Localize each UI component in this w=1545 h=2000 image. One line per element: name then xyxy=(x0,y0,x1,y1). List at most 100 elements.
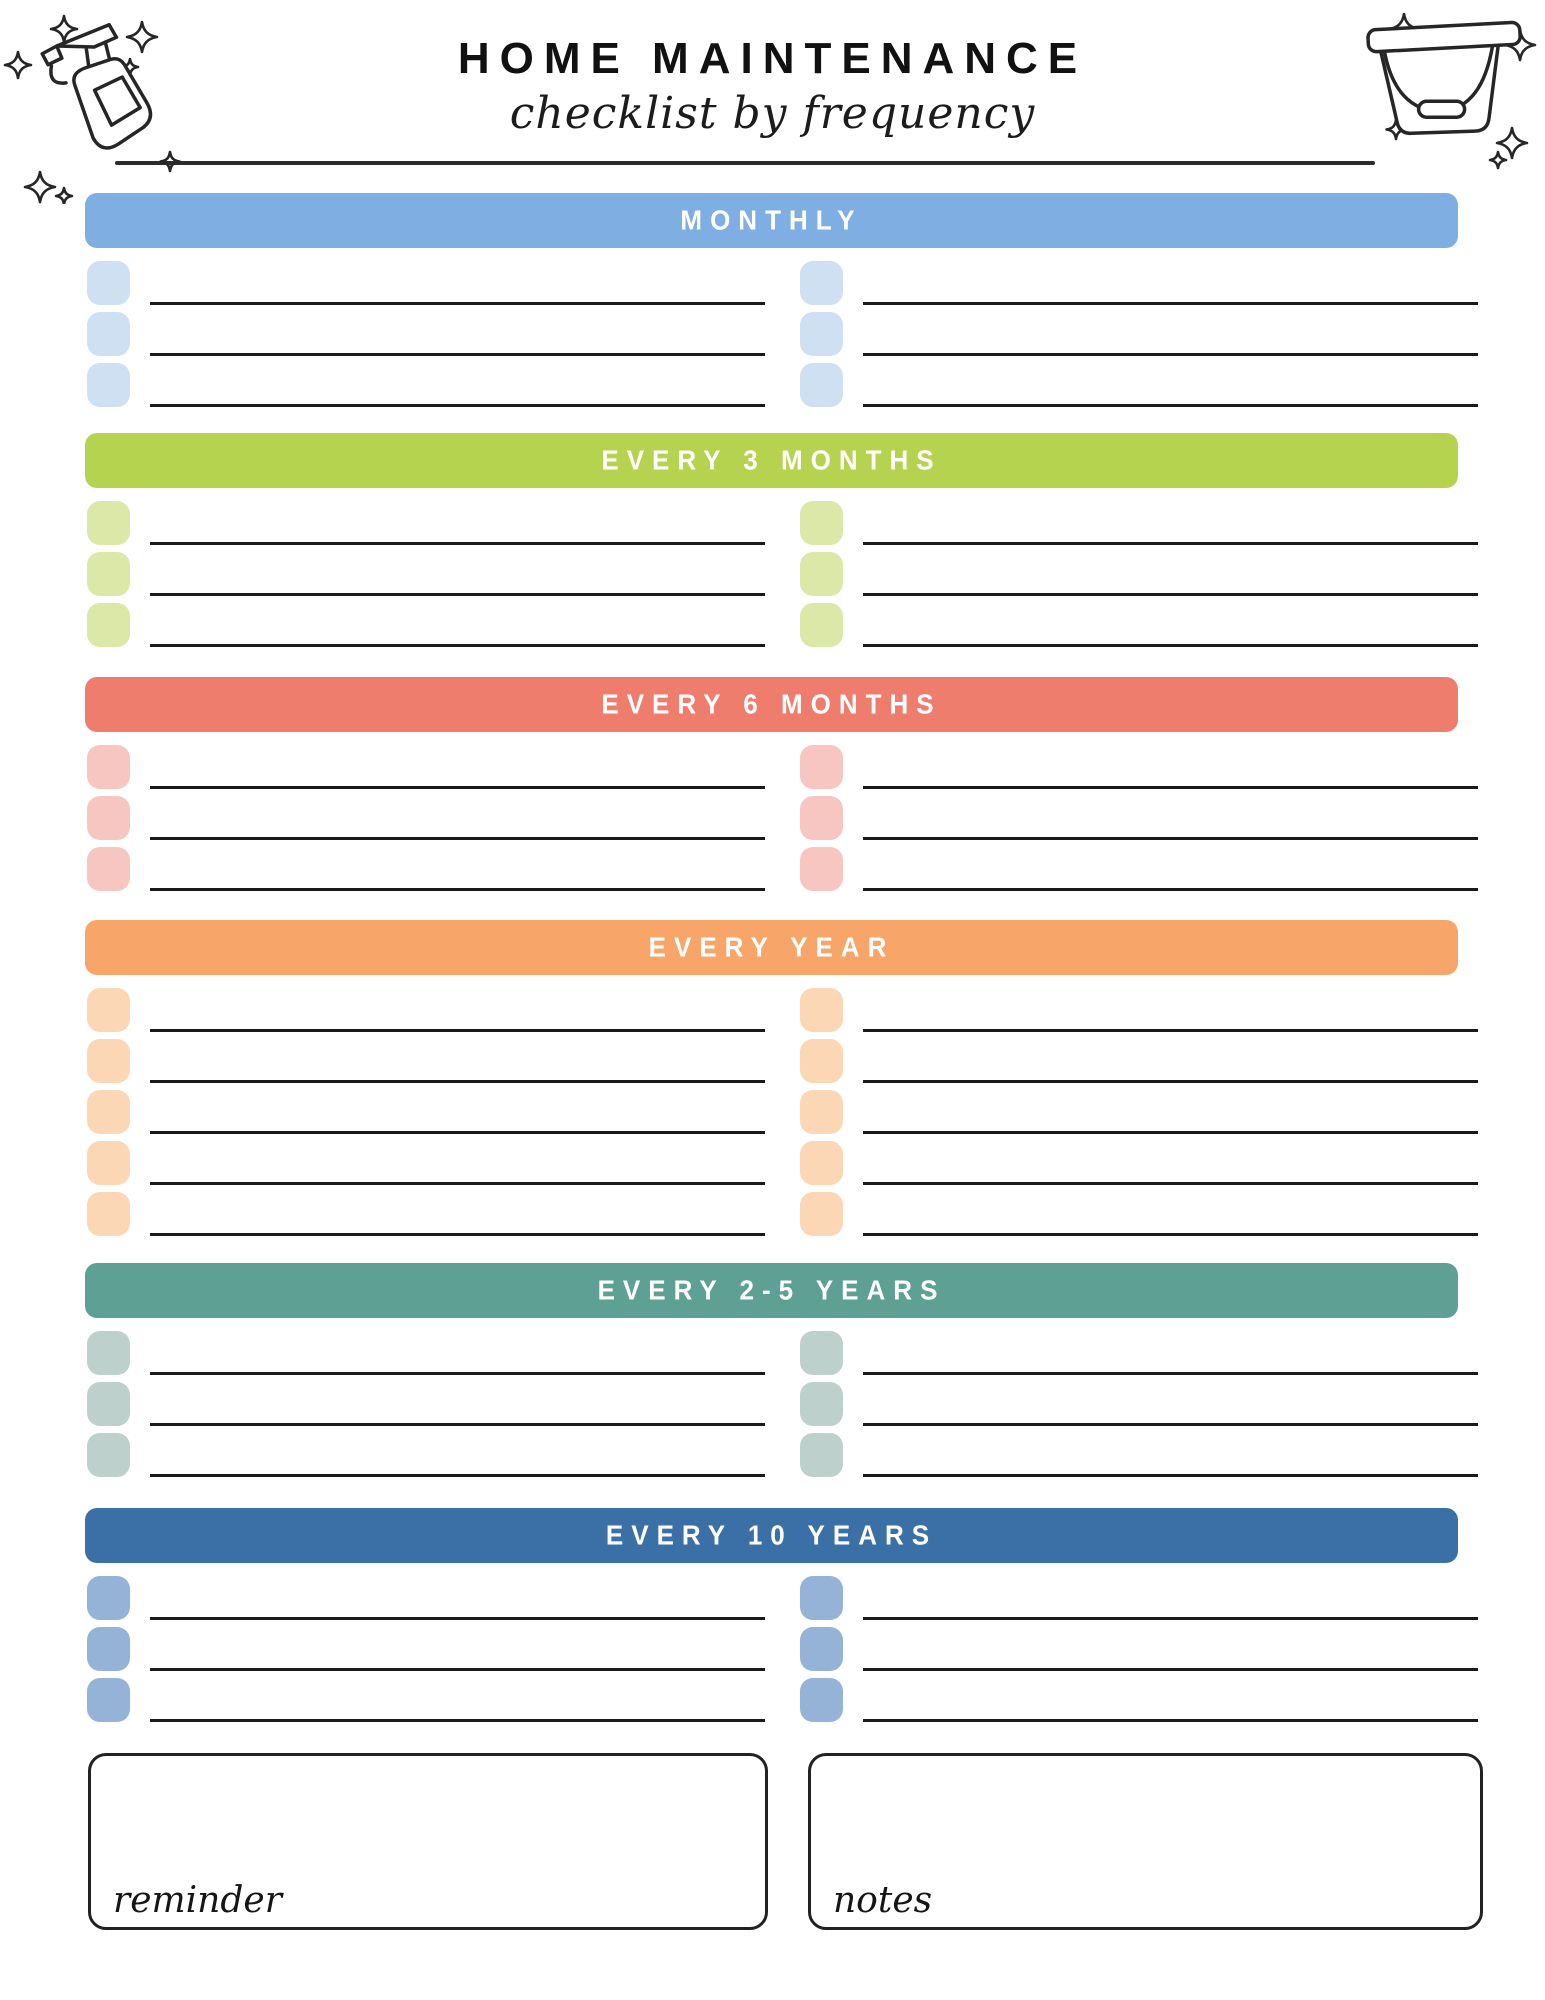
checkbox[interactable] xyxy=(800,603,843,647)
task-write-line[interactable] xyxy=(150,1138,765,1185)
task-write-line[interactable] xyxy=(863,1138,1478,1185)
checkbox[interactable] xyxy=(87,1382,130,1426)
checkbox[interactable] xyxy=(87,1192,130,1236)
checkbox[interactable] xyxy=(87,1039,130,1083)
task-write-line[interactable] xyxy=(863,1328,1478,1375)
checkbox[interactable] xyxy=(87,261,130,305)
checkbox[interactable] xyxy=(87,847,130,891)
task-write-line[interactable] xyxy=(863,1430,1478,1477)
checkbox[interactable] xyxy=(800,552,843,596)
notes-box[interactable]: notes xyxy=(808,1753,1483,1930)
checkbox[interactable] xyxy=(800,1141,843,1185)
task-write-line[interactable] xyxy=(150,1379,765,1426)
checkbox[interactable] xyxy=(87,312,130,356)
task-write-line[interactable] xyxy=(863,1624,1478,1671)
checkbox[interactable] xyxy=(87,1576,130,1620)
task-write-line[interactable] xyxy=(150,1573,765,1620)
checkbox[interactable] xyxy=(800,363,843,407)
task-write-line[interactable] xyxy=(863,844,1478,891)
checkbox[interactable] xyxy=(87,1141,130,1185)
section-header-every-3-months: EVERY 3 MONTHS xyxy=(85,433,1458,488)
checklist-column-left xyxy=(87,1331,765,1484)
checkbox[interactable] xyxy=(800,1576,843,1620)
checkbox[interactable] xyxy=(87,1090,130,1134)
checklist-row xyxy=(87,1331,765,1375)
checkbox[interactable] xyxy=(87,363,130,407)
task-write-line[interactable] xyxy=(150,1328,765,1375)
task-write-line[interactable] xyxy=(150,793,765,840)
checkbox[interactable] xyxy=(800,1382,843,1426)
checkbox[interactable] xyxy=(87,988,130,1032)
checklist-column-left xyxy=(87,501,765,654)
checklist-row xyxy=(800,1678,1478,1722)
checkbox[interactable] xyxy=(87,603,130,647)
checkbox[interactable] xyxy=(800,1039,843,1083)
checklist-row xyxy=(800,261,1478,305)
task-write-line[interactable] xyxy=(150,549,765,596)
checkbox[interactable] xyxy=(87,1627,130,1671)
checkbox[interactable] xyxy=(800,1433,843,1477)
checkbox[interactable] xyxy=(87,1331,130,1375)
checkbox[interactable] xyxy=(800,1678,843,1722)
checkbox[interactable] xyxy=(800,988,843,1032)
checkbox[interactable] xyxy=(800,501,843,545)
task-write-line[interactable] xyxy=(863,1675,1478,1722)
task-write-line[interactable] xyxy=(863,1573,1478,1620)
task-write-line[interactable] xyxy=(863,360,1478,407)
task-write-line[interactable] xyxy=(150,1430,765,1477)
task-write-line[interactable] xyxy=(150,1036,765,1083)
checklist-row xyxy=(87,501,765,545)
task-write-line[interactable] xyxy=(150,360,765,407)
checkbox[interactable] xyxy=(800,745,843,789)
checkbox[interactable] xyxy=(800,1331,843,1375)
task-write-line[interactable] xyxy=(150,1624,765,1671)
checklist-column-left xyxy=(87,988,765,1243)
section-header-label: EVERY 2-5 YEARS xyxy=(597,1273,946,1307)
task-write-line[interactable] xyxy=(863,985,1478,1032)
task-write-line[interactable] xyxy=(863,1189,1478,1236)
task-write-line[interactable] xyxy=(150,309,765,356)
task-write-line[interactable] xyxy=(150,258,765,305)
checklist-row xyxy=(800,1039,1478,1083)
task-write-line[interactable] xyxy=(150,1189,765,1236)
checkbox[interactable] xyxy=(800,1090,843,1134)
task-write-line[interactable] xyxy=(863,498,1478,545)
task-write-line[interactable] xyxy=(150,600,765,647)
task-write-line[interactable] xyxy=(863,1379,1478,1426)
task-write-line[interactable] xyxy=(863,258,1478,305)
task-write-line[interactable] xyxy=(863,793,1478,840)
checkbox[interactable] xyxy=(87,552,130,596)
task-write-line[interactable] xyxy=(150,1087,765,1134)
section-header-label: EVERY 10 YEARS xyxy=(605,1518,938,1552)
task-write-line[interactable] xyxy=(150,498,765,545)
checkbox[interactable] xyxy=(87,1433,130,1477)
checklist-column-left xyxy=(87,261,765,414)
page-subtitle: checklist by frequency xyxy=(509,88,1036,139)
checklist-row xyxy=(800,1576,1478,1620)
checkbox[interactable] xyxy=(87,745,130,789)
checkbox[interactable] xyxy=(87,796,130,840)
section-header-every-10-years: EVERY 10 YEARS xyxy=(85,1508,1458,1563)
task-write-line[interactable] xyxy=(150,1675,765,1722)
task-write-line[interactable] xyxy=(863,309,1478,356)
task-write-line[interactable] xyxy=(863,600,1478,647)
notes-label: notes xyxy=(833,1880,933,1921)
task-write-line[interactable] xyxy=(150,742,765,789)
checkbox[interactable] xyxy=(800,312,843,356)
checkbox[interactable] xyxy=(87,1678,130,1722)
task-write-line[interactable] xyxy=(150,985,765,1032)
task-write-line[interactable] xyxy=(150,844,765,891)
reminder-box[interactable]: reminder xyxy=(88,1753,768,1930)
task-write-line[interactable] xyxy=(863,549,1478,596)
bucket-icon xyxy=(1366,12,1537,170)
checkbox[interactable] xyxy=(800,1627,843,1671)
checkbox[interactable] xyxy=(87,501,130,545)
checkbox[interactable] xyxy=(800,847,843,891)
task-write-line[interactable] xyxy=(863,742,1478,789)
checkbox[interactable] xyxy=(800,261,843,305)
checkbox[interactable] xyxy=(800,796,843,840)
header-divider xyxy=(115,161,1375,165)
checkbox[interactable] xyxy=(800,1192,843,1236)
task-write-line[interactable] xyxy=(863,1036,1478,1083)
task-write-line[interactable] xyxy=(863,1087,1478,1134)
